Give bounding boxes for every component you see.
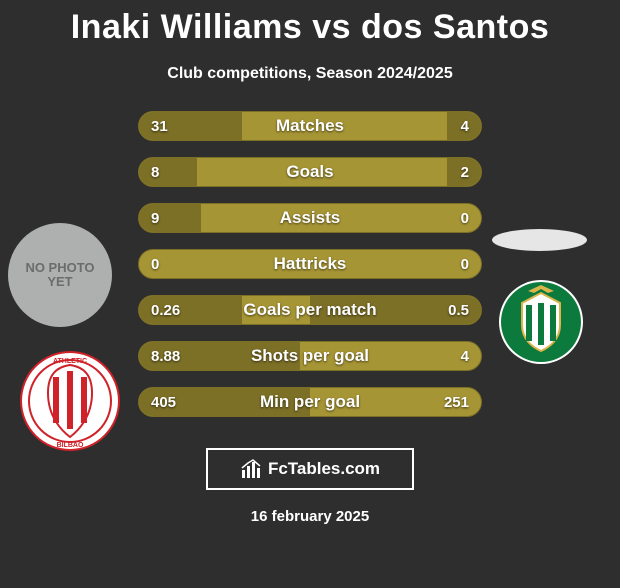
athletic-club-icon: ATHLETIC BILBAO bbox=[20, 351, 120, 451]
page-title: Inaki Williams vs dos Santos bbox=[0, 8, 620, 47]
stat-label: Shots per goal bbox=[139, 342, 481, 370]
stat-row: 8.884Shots per goal bbox=[138, 341, 482, 371]
svg-text:BILBAO: BILBAO bbox=[57, 442, 84, 449]
player-left-avatar: NO PHOTO YET bbox=[8, 223, 112, 327]
brand-box: FcTables.com bbox=[206, 448, 414, 490]
stat-row: 405251Min per goal bbox=[138, 387, 482, 417]
stat-bars: 314Matches 82Goals 90Assists 00Hattricks 0.2… bbox=[138, 111, 482, 433]
svg-text:ATHLETIC: ATHLETIC bbox=[53, 358, 87, 365]
real-betis-icon bbox=[498, 279, 584, 365]
club-left-logo: ATHLETIC BILBAO bbox=[20, 351, 120, 451]
stat-label: Matches bbox=[139, 112, 481, 140]
page-subtitle: Club competitions, Season 2024/2025 bbox=[0, 65, 620, 83]
stat-row: 82Goals bbox=[138, 157, 482, 187]
stat-label: Hattricks bbox=[139, 250, 481, 278]
stat-row: 00Hattricks bbox=[138, 249, 482, 279]
player-right-avatar bbox=[492, 229, 587, 251]
stat-label: Goals bbox=[139, 158, 481, 186]
date-label: 16 february 2025 bbox=[0, 508, 620, 525]
club-right-logo bbox=[498, 279, 584, 365]
stat-row: 0.260.5Goals per match bbox=[138, 295, 482, 325]
stat-row: 90Assists bbox=[138, 203, 482, 233]
stat-label: Goals per match bbox=[139, 296, 481, 324]
stat-row: 314Matches bbox=[138, 111, 482, 141]
stat-label: Assists bbox=[139, 204, 481, 232]
brand-label: FcTables.com bbox=[268, 459, 380, 479]
avatar-text-2: YET bbox=[47, 275, 72, 289]
avatar-text-1: NO PHOTO bbox=[25, 261, 94, 275]
comparison-area: NO PHOTO YET ATHLETIC BILBAO 314Matches 8… bbox=[0, 103, 620, 463]
chart-icon bbox=[240, 458, 262, 480]
stat-label: Min per goal bbox=[139, 388, 481, 416]
